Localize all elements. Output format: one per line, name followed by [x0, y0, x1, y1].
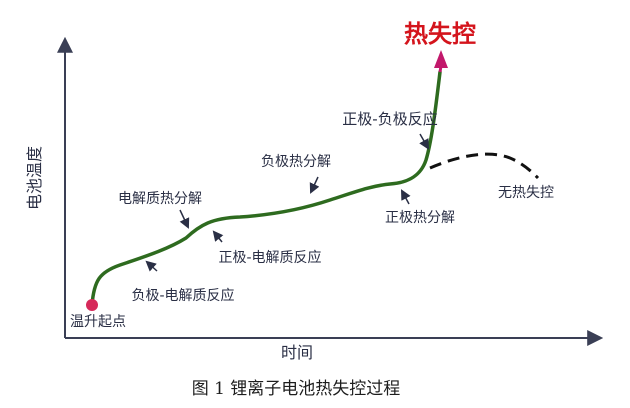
arrow-anode-electrolyte-reaction: [145, 260, 158, 272]
arrow-cathode-electrolyte-reaction: [212, 230, 224, 243]
arrow-cathode-decomposition: [401, 189, 411, 205]
label-anode-electrolyte-reaction: 负极-电解质反应: [131, 287, 234, 304]
arrow-electrolyte-decomposition: [179, 209, 190, 229]
y-axis-label: 电池温度: [25, 146, 44, 210]
label-start: 温升起点: [70, 314, 126, 330]
arrow-cathode-anode-reaction: [419, 133, 430, 150]
no-runaway-curve: [429, 152, 540, 180]
start-point: [86, 299, 98, 311]
label-no-runaway: 无热失控: [498, 185, 554, 201]
diagram-title: 热失控: [404, 20, 476, 48]
arrow-anode-decomposition: [309, 176, 320, 194]
label-cathode-decomposition: 正极热分解: [385, 210, 455, 226]
label-anode-decomposition: 负极热分解: [261, 154, 331, 170]
x-axis-label: 时间: [281, 343, 313, 362]
label-electrolyte-decomposition: 电解质热分解: [118, 191, 202, 207]
label-cathode-electrolyte-reaction: 正极-电解质反应: [218, 249, 321, 266]
figure-caption: 图 1 锂离子电池热失控过程: [192, 379, 401, 399]
runaway-arrowhead: [434, 50, 448, 68]
temperature-curve: [90, 70, 442, 307]
label-cathode-anode-reaction: 正极-负极反应: [342, 110, 437, 128]
